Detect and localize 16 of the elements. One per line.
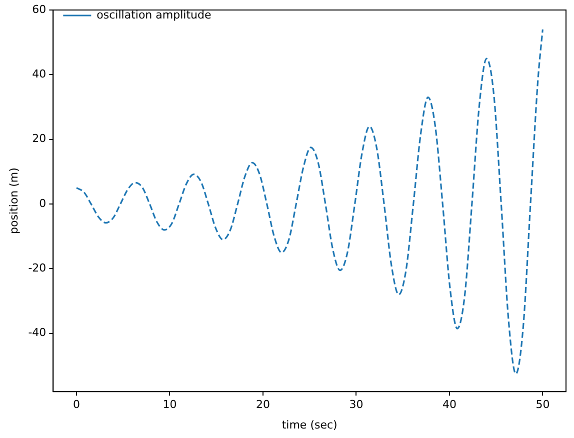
- x-tick-label: 40: [442, 398, 456, 412]
- line-series: [76, 28, 544, 375]
- y-tick-label: 40: [32, 68, 46, 81]
- x-tick-label: 10: [162, 398, 177, 412]
- x-axis-title: time (sec): [282, 418, 338, 432]
- y-tick-label: 0: [39, 196, 46, 210]
- y-tick-label: 20: [32, 132, 46, 146]
- y-tick-label: -20: [28, 262, 46, 275]
- y-axis-title: position (m): [7, 168, 20, 234]
- x-tick-label: 20: [256, 398, 270, 412]
- y-tick-label: 60: [32, 2, 46, 16]
- y-tick-label: -40: [28, 326, 46, 340]
- legend-label: oscillation amplitude: [96, 8, 212, 22]
- x-tick-label: 30: [349, 398, 364, 412]
- x-tick-label: 0: [72, 398, 80, 412]
- x-tick-label: 50: [536, 398, 550, 412]
